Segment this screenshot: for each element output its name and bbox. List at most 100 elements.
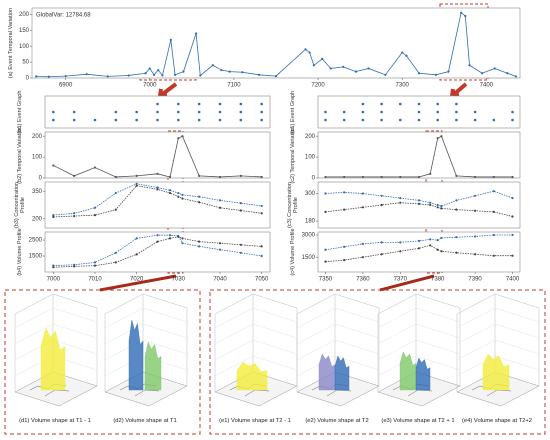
data-point [135,182,138,185]
data-point [514,75,517,78]
data-point [260,212,263,215]
data-point [492,210,495,213]
caption-box: (d2) Volume shape at T1 [113,418,176,424]
y-label-box: (b2) Temporal Variation [17,126,23,184]
data-point [417,247,421,250]
data-point [308,51,311,54]
volume-scene [377,293,461,407]
data-point [324,210,327,213]
data-point [474,209,477,212]
scene-grid [252,355,298,371]
data-point [93,166,97,169]
data-point [380,118,383,122]
caption-box: (e1) Volume shape at T2 - 1 [219,418,291,424]
data-point [492,254,495,257]
data-point [239,118,243,122]
scene-grid [456,339,496,361]
data-point [52,118,55,122]
data-point [401,51,404,54]
data-point [492,118,496,122]
data-point [72,110,76,114]
data-point [511,233,514,237]
arrow [99,274,177,292]
data-point [361,192,364,195]
data-point [473,118,477,122]
scene-grid [494,339,540,355]
data-point [197,110,201,114]
scene-edge [214,293,298,315]
volume-scene [104,293,188,407]
y-label-box: (b4) Volume Profile [17,228,24,276]
data-point [260,204,263,208]
data-point [152,73,156,76]
data-point [260,102,263,106]
scene-grid [214,307,254,329]
data-point [511,118,514,122]
data-point [241,71,244,74]
scene-grid [494,323,540,339]
data-point [464,14,467,18]
scene-grid [52,339,98,355]
x-tick-label: 7400 [480,83,494,89]
volume-shape [482,353,510,391]
data-point [218,175,222,179]
data-point [198,201,201,204]
data-point [72,118,76,122]
data-point [361,175,364,179]
volume-shape [399,351,417,391]
data-point [168,237,172,240]
data-point [135,110,138,114]
data-point [380,203,383,207]
data-point [436,248,439,251]
data-point [399,250,402,253]
data-point [455,199,458,202]
data-point [361,206,364,209]
y-axis-label: (c2) Temporal Variation [290,126,297,184]
caption-box: (d1) Volume shape at T1 - 1 [19,418,91,424]
data-point [380,253,383,256]
y-label-box: (c3) Concentration Profile [287,182,299,228]
data-point [135,237,138,240]
scene-grid [296,323,336,345]
data-point [511,175,514,179]
y-tick-label: 180 [305,219,316,225]
data-point [429,203,432,207]
data-point [455,102,458,106]
caption: (e2) Volume shape at T2 [305,418,369,424]
scene-grid [415,323,461,339]
scene-grid [214,323,254,345]
scene-grid [494,307,540,323]
scene-grid [456,307,496,329]
data-point [135,253,138,256]
data-point [218,199,222,202]
data-point [144,72,147,75]
data-point [436,102,440,106]
data-point [399,175,402,179]
y-tick-label: 2500 [29,238,43,244]
data-point [177,137,180,140]
caption: (e4) Volume shape at T2+2 [462,418,532,424]
data-point [380,110,383,114]
data-point [258,73,261,76]
data-point [398,118,402,122]
data-point [342,65,345,68]
data-point [114,251,117,254]
data-point [52,266,55,269]
data-point [492,190,495,193]
scene-grid [252,339,298,355]
x-tick-label: 7300 [396,83,410,89]
data-point [239,174,242,178]
data-point [73,265,76,268]
data-point [417,202,421,205]
data-point [324,260,327,263]
data-point [380,102,383,106]
scene-grid [415,307,461,323]
data-point [198,245,201,248]
data-point [429,172,432,175]
data-point [197,102,201,106]
data-point [417,239,421,242]
y-axis-label: (b4) Volume Profile [17,228,24,276]
scene-grid [415,339,461,355]
y-tick-label: 200 [32,134,43,140]
x-tick-label: 7350 [319,277,333,283]
